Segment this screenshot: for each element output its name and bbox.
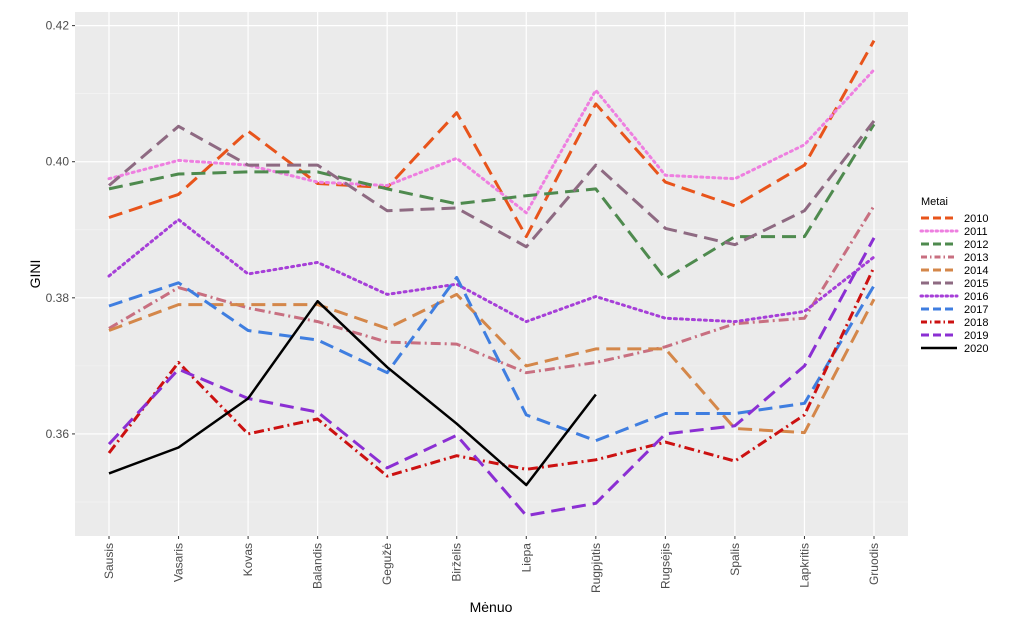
legend-label-2014: 2014 [964,265,988,277]
series-line-2020 [108,299,597,487]
x-axis: Sausis Vasaris Kovas Balandis Gegužė Birželis… [102,536,881,593]
x-axis-title: Mėnuo [470,599,513,615]
legend-label-2018: 2018 [964,317,988,329]
y-tick-label: 0.40 [46,155,70,169]
major-gridlines [75,12,908,536]
legend-label-2013: 2013 [964,252,988,264]
legend-label-2016: 2016 [964,291,988,303]
x-tick-label: Sausis [102,543,116,579]
legend-label-2011: 2011 [964,226,988,238]
x-tick-label: Rugpjūtis [589,543,603,593]
series-line-2015 [108,119,876,249]
series-lines [107,39,876,518]
series-line-2014 [108,292,876,435]
y-axis-title: GINI [27,260,43,289]
y-tick-label: 0.38 [46,291,70,305]
x-tick-label: Lapkritis [797,543,811,588]
series-line-2011 [107,68,876,215]
series-line-2019 [107,237,876,518]
series-line-2016 [107,218,876,324]
series-line-2010 [108,39,876,239]
plot-panel [75,12,908,536]
x-tick-label: Vasaris [172,543,186,582]
x-tick-label: Balandis [311,543,325,589]
legend: Metai 2010201120122013201420152016201720… [913,192,1017,368]
minor-gridlines [75,93,908,503]
x-tick-label: Liepa [519,543,533,573]
x-tick-label: Spalis [728,543,742,576]
x-tick-label: Birželis [450,543,464,582]
legend-label-2012: 2012 [964,239,988,251]
legend-label-2015: 2015 [964,278,988,290]
x-tick-label: Kovas [241,543,255,576]
x-tick-label: Gegužė [380,543,394,585]
legend-label-2019: 2019 [964,330,988,342]
legend-background [913,192,1017,368]
legend-label-2010: 2010 [964,213,988,225]
legend-label-2017: 2017 [964,304,988,316]
x-tick-label: Rugsėjis [658,543,672,589]
series-line-2017 [108,275,876,443]
y-tick-label: 0.42 [46,19,70,33]
legend-label-2020: 2020 [964,343,988,355]
y-tick-label: 0.36 [46,427,70,441]
legend-title: Metai [921,196,948,208]
y-axis: 0.36 0.38 0.40 0.42 [46,19,75,441]
x-tick-label: Gruodis [867,543,881,585]
series-line-2018 [107,266,876,478]
series-line-2012 [108,123,876,281]
